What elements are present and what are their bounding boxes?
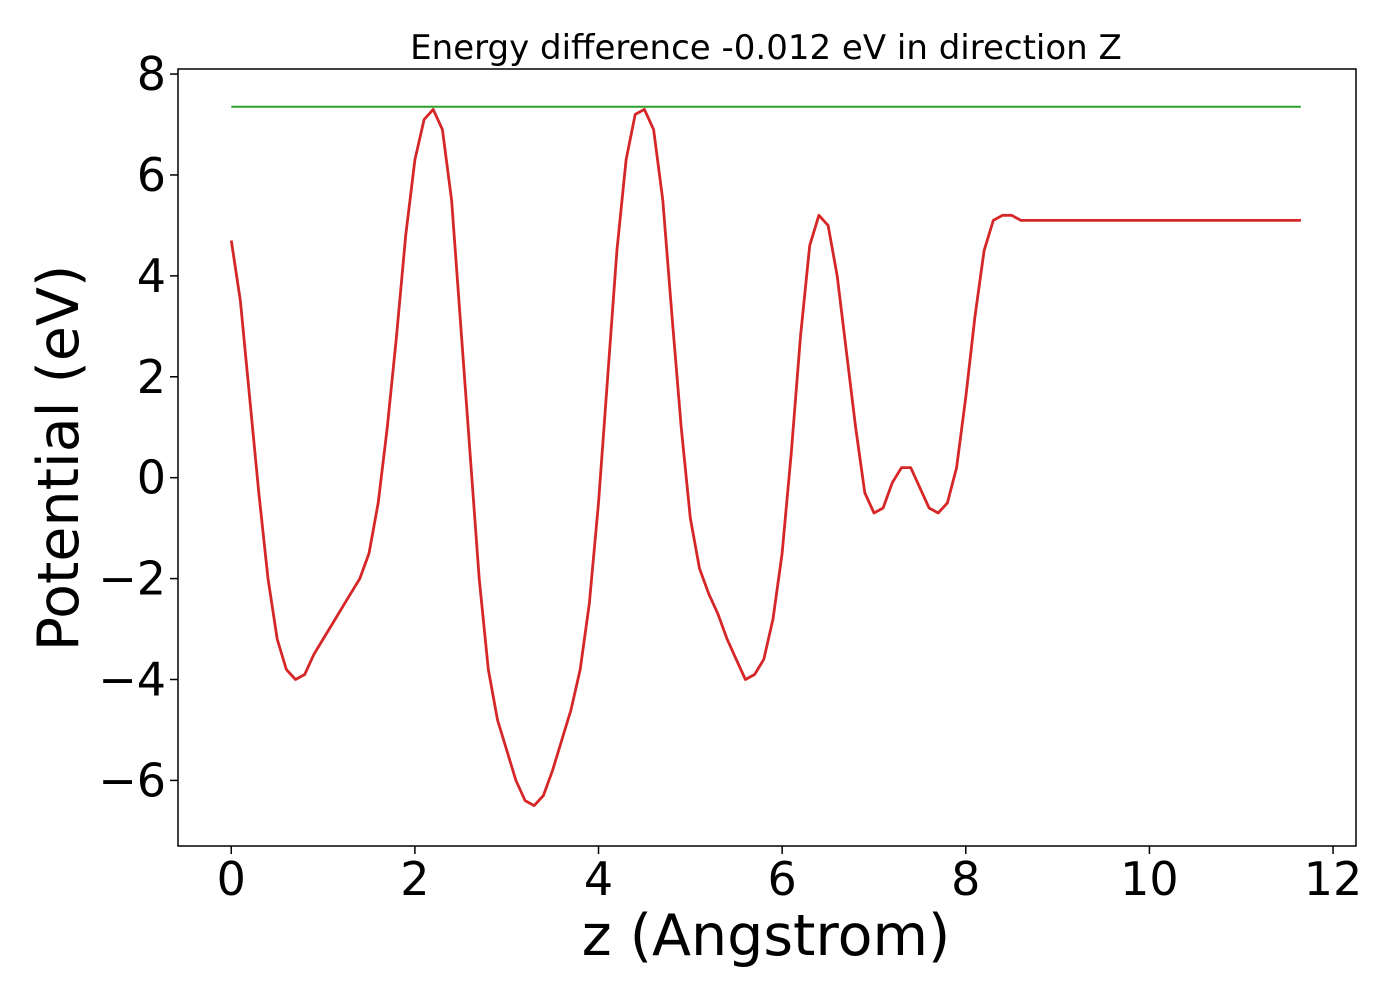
- x-axis-label: z (Angstrom): [582, 903, 950, 969]
- chart-title: Energy difference -0.012 eV in direction…: [410, 28, 1122, 68]
- x-tick-label: 0: [217, 852, 246, 906]
- y-axis: 8 6 4 2 0 −2 −4 −6: [98, 47, 178, 807]
- y-tick-label: 8: [137, 47, 166, 101]
- x-tick-label: 2: [400, 852, 429, 906]
- y-tick-label: −4: [98, 653, 166, 707]
- y-axis-label: Potential (eV): [26, 265, 92, 651]
- y-tick-label: −6: [98, 753, 166, 807]
- x-tick-label: 6: [768, 852, 797, 906]
- x-axis: 0 2 4 6 8 10 12: [217, 846, 1363, 906]
- y-tick-label: 2: [137, 350, 166, 404]
- plot-area: [229, 105, 1301, 807]
- y-tick-label: −2: [98, 552, 166, 606]
- x-tick-label: 12: [1304, 852, 1363, 906]
- y-tick-label: 6: [137, 148, 166, 202]
- x-tick-label: 10: [1120, 852, 1179, 906]
- y-tick-label: 0: [137, 451, 166, 505]
- axes-frame: [177, 68, 1357, 847]
- y-tick-label: 4: [137, 249, 166, 303]
- potential-line: [229, 108, 1301, 807]
- x-tick-label: 8: [951, 852, 980, 906]
- x-tick-label: 4: [584, 852, 613, 906]
